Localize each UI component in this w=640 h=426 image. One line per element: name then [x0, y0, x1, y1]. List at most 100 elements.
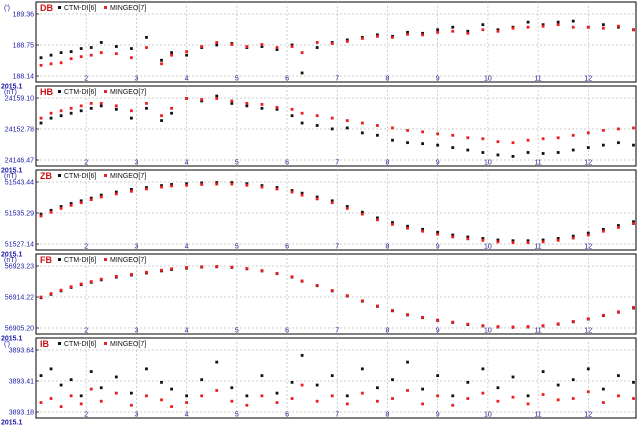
- data-point: [39, 121, 43, 125]
- data-point: [245, 403, 249, 407]
- legend-label-ctm: CTM-DI[6]: [64, 173, 96, 180]
- data-point: [215, 41, 219, 44]
- series-ctm-di: [39, 94, 635, 158]
- x-start-label: 2015.1: [1, 336, 23, 343]
- data-point: [69, 203, 73, 207]
- data-point: [526, 151, 530, 154]
- x-start-label: 2015.1: [1, 84, 23, 91]
- data-point: [556, 383, 560, 387]
- x-tick-label: 6: [285, 412, 289, 419]
- data-point: [215, 360, 219, 364]
- data-point: [481, 28, 485, 32]
- data-point: [145, 46, 148, 49]
- data-point: [601, 143, 605, 147]
- data-point: [586, 231, 590, 235]
- data-point: [99, 277, 103, 281]
- data-point: [586, 146, 590, 149]
- data-point: [290, 275, 294, 279]
- data-point: [69, 106, 73, 110]
- data-point: [315, 383, 319, 387]
- data-point: [451, 146, 455, 149]
- data-point: [200, 378, 204, 382]
- data-point: [466, 136, 470, 140]
- data-point: [345, 38, 349, 42]
- x-start-label: 2015.1: [1, 168, 23, 175]
- x-start-label: 2015.1: [1, 420, 23, 426]
- x-tick-label: 7: [335, 160, 339, 167]
- data-point: [200, 394, 204, 398]
- data-point: [526, 25, 530, 29]
- x-tick-label: 4: [185, 244, 189, 251]
- legend: CTM-DI[6] MINGEO[7]: [58, 89, 146, 96]
- data-point: [69, 394, 73, 398]
- data-point: [556, 238, 560, 242]
- data-point: [421, 130, 425, 134]
- data-point: [436, 143, 440, 147]
- data-point: [601, 387, 605, 391]
- data-point: [170, 405, 173, 409]
- x-tick-label: 4: [185, 412, 189, 419]
- legend-marker-mingeo: [104, 90, 107, 93]
- data-point: [260, 45, 264, 48]
- data-point: [215, 43, 219, 47]
- data-point: [69, 378, 73, 382]
- data-point: [330, 42, 334, 45]
- data-point: [406, 313, 409, 316]
- data-point: [345, 206, 349, 210]
- data-point: [170, 387, 173, 391]
- data-point: [300, 191, 304, 195]
- plot-frame: [35, 337, 637, 419]
- data-point: [129, 272, 133, 276]
- data-point: [541, 23, 545, 27]
- data-point: [345, 402, 349, 406]
- data-point: [526, 20, 530, 24]
- data-point: [170, 267, 173, 271]
- legend-label-mingeo: MINGEO[7]: [110, 341, 146, 348]
- legend-label-ctm: CTM-DI[6]: [64, 341, 96, 348]
- data-point: [345, 294, 349, 298]
- data-point: [617, 141, 620, 145]
- x-tick-label: 5: [235, 244, 239, 251]
- data-point: [330, 199, 334, 203]
- data-point: [114, 104, 118, 108]
- x-tick-label: 8: [386, 76, 390, 83]
- data-point: [391, 397, 394, 400]
- plot-frame: [35, 253, 637, 335]
- data-point: [160, 380, 163, 384]
- data-point: [245, 394, 249, 398]
- data-point: [451, 403, 455, 407]
- data-point: [300, 51, 304, 55]
- data-point: [436, 374, 440, 378]
- chart-panel-hb: 24159.10 24152.78 24146.47 (nT) HB CTM-DI[6] M…: [1, 85, 637, 175]
- data-point: [466, 148, 470, 152]
- data-point: [541, 238, 545, 242]
- data-point: [160, 184, 163, 187]
- data-point: [79, 199, 83, 203]
- x-tick-label: 10: [484, 244, 492, 251]
- data-point: [496, 325, 500, 329]
- data-point: [170, 51, 173, 55]
- data-point: [59, 206, 63, 210]
- data-point: [571, 378, 575, 382]
- data-point: [586, 367, 590, 371]
- data-point: [451, 320, 455, 324]
- x-tick-label: 7: [335, 244, 339, 251]
- data-point: [300, 383, 304, 387]
- data-point: [632, 380, 635, 384]
- data-point: [617, 226, 620, 229]
- data-point: [556, 23, 560, 27]
- y-tick-label: 51527.14: [5, 242, 34, 249]
- data-point: [315, 114, 319, 118]
- data-point: [49, 397, 53, 400]
- data-point: [275, 107, 279, 111]
- data-point: [99, 386, 103, 390]
- data-point: [511, 375, 515, 379]
- data-point: [300, 71, 304, 75]
- data-point: [145, 394, 148, 398]
- x-tick-label: 10: [484, 76, 492, 83]
- data-point: [526, 394, 530, 398]
- data-point: [215, 182, 219, 186]
- data-point: [391, 126, 394, 130]
- data-point: [170, 106, 173, 110]
- data-point: [49, 367, 53, 371]
